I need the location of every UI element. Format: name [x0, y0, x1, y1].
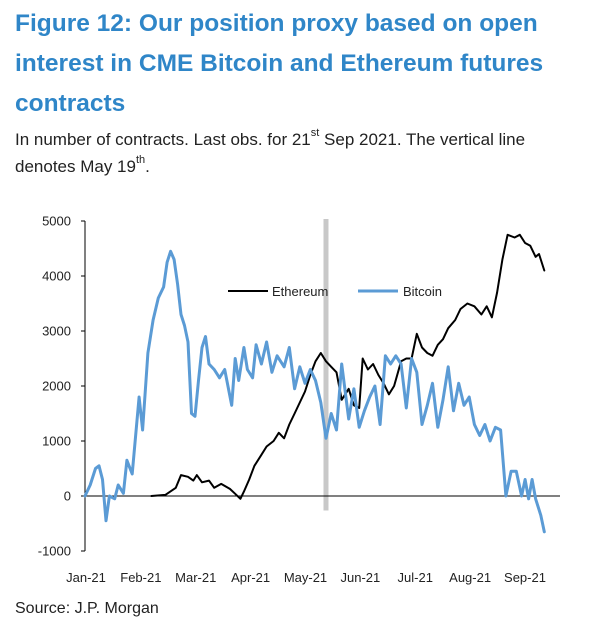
x-tick-label: Jul-21	[398, 570, 433, 585]
line-chart: 5000 4000 3000 2000 1000 0 -1000 Jan-21 Feb-21 Ma…	[38, 214, 560, 585]
chart-subtitle: In number of contracts. Last obs. for 21…	[15, 126, 580, 180]
y-tick-label: 3000	[42, 324, 71, 339]
x-tick-label: Sep-21	[504, 570, 546, 585]
subtitle-text-1: In number of contracts. Last obs. for 21	[15, 130, 311, 149]
subtitle-superscript-1: st	[310, 127, 320, 139]
x-tick-label: Aug-21	[449, 570, 491, 585]
y-tick-label: 1000	[42, 434, 71, 449]
x-tick-label: May-21	[284, 570, 327, 585]
y-tick-label: 2000	[42, 379, 71, 394]
y-tick-label: 5000	[42, 214, 71, 229]
y-tick-label: -1000	[38, 544, 71, 559]
series-line-bitcoin	[83, 249, 546, 534]
x-tick-label: Apr-21	[231, 570, 270, 585]
y-tick-label: 0	[64, 489, 71, 504]
legend-label-ethereum: Ethereum	[272, 284, 328, 299]
x-tick-label: Mar-21	[175, 570, 216, 585]
vertical-marker-line	[323, 219, 329, 511]
source-note: Source: J.P. Morgan	[15, 600, 159, 617]
x-tick-label: Feb-21	[120, 570, 161, 585]
subtitle-text-2: Sep 2021. The vertical line denotes May …	[15, 130, 526, 176]
chart-title: Figure 12: Our position proxy based on o…	[15, 10, 544, 117]
subtitle-superscript-2: th	[135, 154, 146, 166]
x-tick-label: Jun-21	[341, 570, 381, 585]
legend-label-bitcoin: Bitcoin	[403, 284, 442, 299]
subtitle-text-3: .	[145, 157, 150, 176]
x-tick-label: Jan-21	[66, 570, 106, 585]
y-tick-label: 4000	[42, 269, 71, 284]
